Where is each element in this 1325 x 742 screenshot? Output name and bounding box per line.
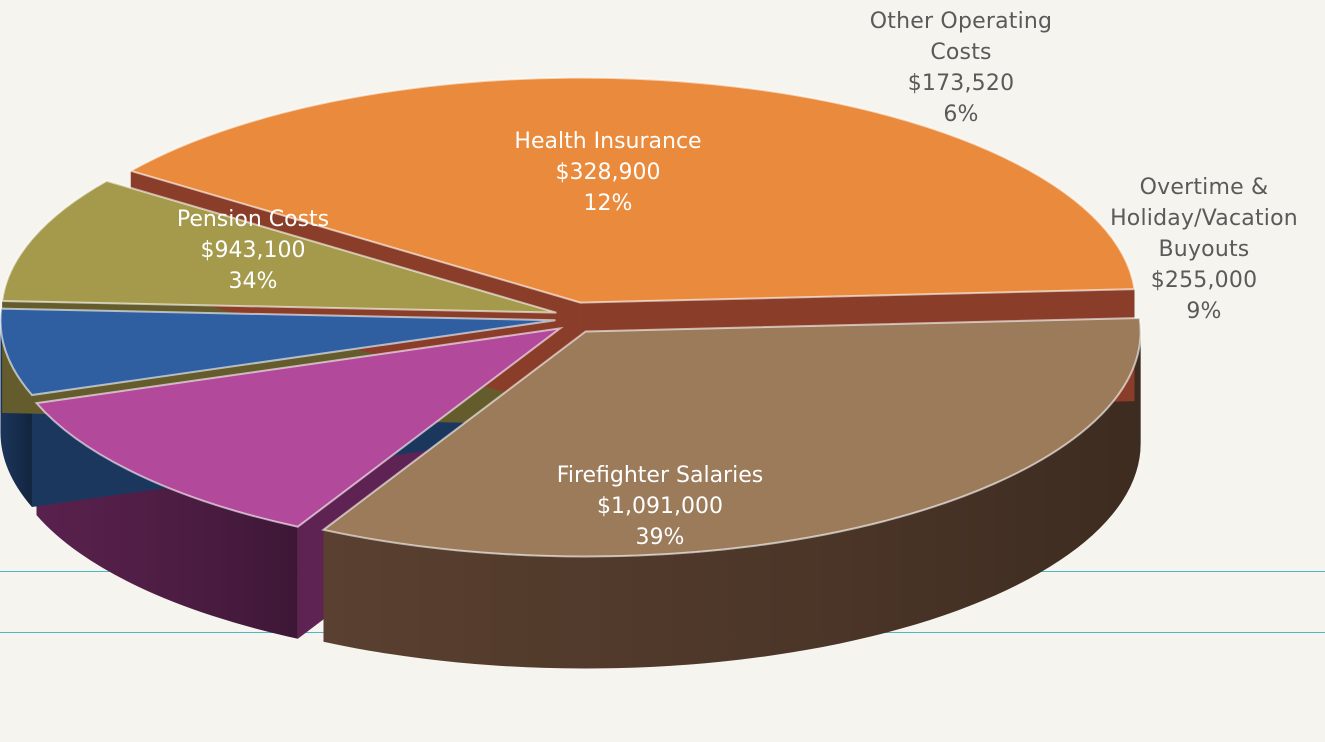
pie-inner-labels: Firefighter Salaries $1,091,000 39% Pension… <box>177 129 763 550</box>
label-health-name: Health Insurance <box>514 129 701 154</box>
slice-overtime <box>1 179 557 314</box>
slice-pension <box>321 316 1142 558</box>
slice-firefighter <box>128 76 1136 304</box>
label-other-line2: Costs <box>930 40 992 65</box>
slice-health <box>34 326 564 528</box>
label-overtime-line2: Holiday/Vacation <box>1110 206 1298 231</box>
slice-other <box>0 307 556 397</box>
label-other-line1: Other Operating <box>869 9 1053 34</box>
slice-side-shade-pension <box>323 331 1141 669</box>
pie-tops <box>0 76 1142 558</box>
label-health-amount: $328,900 <box>556 160 661 185</box>
label-overtime-buyouts: Overtime & Holiday/Vacation Buyouts $255… <box>1088 172 1320 327</box>
label-pension-pct: 34% <box>229 269 278 294</box>
label-firefighter-name: Firefighter Salaries <box>557 463 763 488</box>
label-other-amount: $173,520 <box>907 71 1015 96</box>
label-overtime-pct: 9% <box>1186 299 1222 324</box>
label-pension-amount: $943,100 <box>201 238 306 263</box>
label-overtime-line3: Buyouts <box>1158 237 1250 262</box>
label-pension-name: Pension Costs <box>177 207 329 232</box>
label-overtime-line1: Overtime & <box>1139 175 1269 200</box>
label-other-operating-costs: Other Operating Costs $173,520 6% <box>830 6 1092 130</box>
label-firefighter-pct: 39% <box>636 525 685 550</box>
label-health-pct: 12% <box>584 191 633 216</box>
label-overtime-amount: $255,000 <box>1150 268 1258 293</box>
label-other-pct: 6% <box>943 102 979 127</box>
label-firefighter-amount: $1,091,000 <box>597 494 723 519</box>
